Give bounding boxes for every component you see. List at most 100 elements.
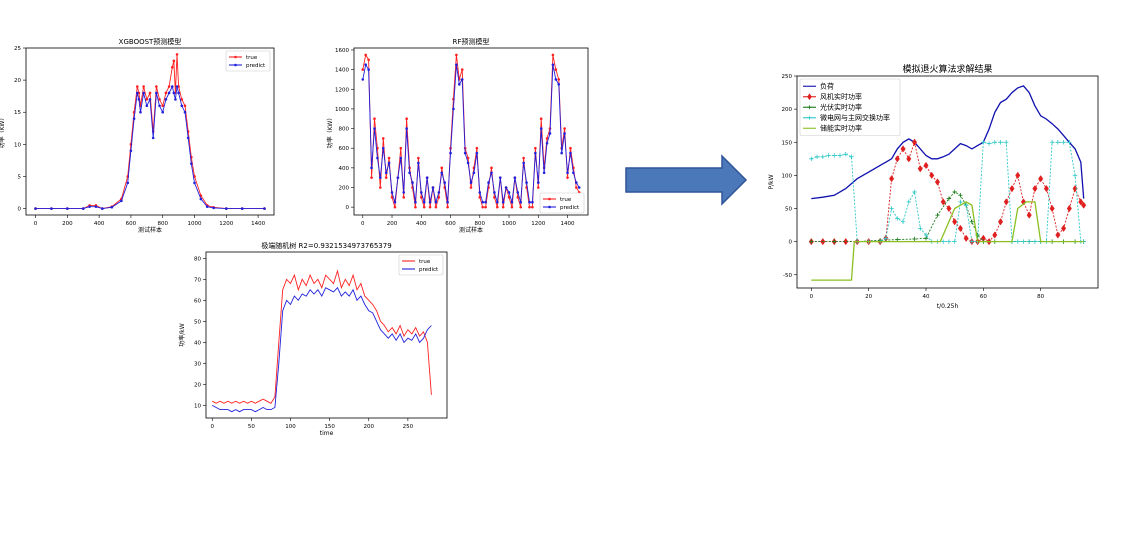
y-tick-label: 0	[346, 205, 350, 211]
data-point	[180, 98, 184, 101]
data-point	[1049, 204, 1055, 213]
series-line-0	[362, 53, 580, 208]
data-point	[440, 166, 444, 170]
data-point	[161, 110, 165, 114]
data-point	[399, 146, 403, 150]
data-point	[411, 181, 414, 184]
data-point	[437, 196, 441, 199]
data-point	[992, 140, 997, 145]
data-point	[190, 162, 193, 165]
data-point	[431, 186, 435, 189]
y-tick-label: 1200	[335, 87, 349, 93]
data-point	[941, 239, 946, 244]
right-arrow-icon	[625, 154, 748, 206]
legend-marker	[548, 205, 551, 209]
data-point	[557, 83, 561, 86]
data-point	[895, 216, 900, 221]
data-point	[498, 176, 502, 179]
data-point	[490, 171, 493, 175]
data-point	[472, 171, 476, 175]
x-tick-label: 1400	[251, 221, 265, 227]
data-point	[952, 189, 957, 195]
data-point	[911, 138, 918, 146]
data-point	[534, 146, 537, 150]
data-point	[402, 191, 406, 194]
data-point	[437, 191, 441, 194]
series-line-4	[811, 201, 1084, 281]
data-point	[361, 68, 365, 71]
y-tick-label: -50	[783, 273, 792, 279]
data-point	[946, 239, 952, 244]
data-point	[384, 176, 388, 179]
data-point	[1072, 173, 1078, 178]
data-point	[137, 98, 141, 101]
data-point	[186, 136, 190, 140]
legend-label: 风机实时功率	[820, 92, 862, 101]
x-tick-label: 50	[248, 424, 255, 430]
data-point	[832, 239, 837, 244]
data-point	[935, 212, 940, 218]
data-point	[379, 176, 382, 179]
data-point	[419, 196, 423, 199]
data-point	[405, 127, 408, 130]
data-point	[466, 156, 470, 160]
data-point	[478, 196, 482, 199]
series-line-0	[212, 269, 432, 404]
x-tick-label: 800	[157, 221, 168, 227]
data-point	[554, 78, 558, 81]
data-point	[177, 91, 180, 95]
x-tick-label: 1400	[561, 221, 575, 227]
data-point	[531, 200, 534, 204]
legend-box	[225, 50, 271, 72]
data-point	[414, 200, 417, 204]
data-point	[946, 204, 952, 213]
y-tick-label: 1400	[335, 68, 349, 74]
data-point	[843, 151, 848, 157]
x-tick-label: 600	[126, 221, 137, 227]
data-point	[1009, 184, 1015, 193]
y-tick-label: 600	[339, 146, 350, 152]
y-tick-label: 70	[194, 277, 201, 283]
data-point	[894, 155, 900, 163]
data-point	[493, 196, 496, 199]
data-point	[475, 151, 479, 155]
data-point	[183, 104, 187, 108]
data-point	[566, 176, 569, 179]
data-point	[534, 151, 537, 155]
x-tick-label: 1000	[188, 221, 202, 227]
legend-label: 光伏实时功率	[820, 102, 862, 111]
y-tick-label: 20	[194, 382, 201, 388]
data-point	[158, 104, 161, 108]
data-point	[370, 176, 373, 179]
data-point	[900, 145, 906, 153]
data-point	[88, 205, 91, 208]
data-point	[1061, 224, 1067, 233]
chart-elm: 极端随机树 R2=0.9321534973765379 0 50 100 150 200 2…	[178, 241, 448, 437]
data-point	[142, 91, 145, 95]
data-point	[370, 166, 373, 170]
data-point	[997, 218, 1004, 226]
x-tick-label: 80	[1037, 294, 1044, 300]
legend-label: predict	[246, 63, 266, 69]
x-tick-label: 0	[34, 221, 38, 227]
data-point	[148, 98, 152, 101]
data-point	[135, 85, 139, 88]
data-point	[155, 91, 158, 95]
data-point	[516, 196, 520, 199]
data-point	[832, 153, 837, 158]
data-point	[837, 153, 843, 158]
data-point	[387, 161, 391, 165]
data-point	[906, 199, 911, 205]
data-point	[120, 199, 123, 203]
data-point	[560, 151, 563, 155]
data-point	[957, 224, 963, 233]
data-point	[434, 205, 438, 209]
plot-area	[353, 47, 589, 216]
data-point	[460, 68, 464, 71]
data-point	[551, 53, 555, 57]
data-point	[390, 191, 394, 194]
data-point	[1066, 204, 1072, 213]
data-point	[387, 156, 391, 160]
data-point	[963, 202, 969, 208]
data-point	[428, 205, 432, 209]
